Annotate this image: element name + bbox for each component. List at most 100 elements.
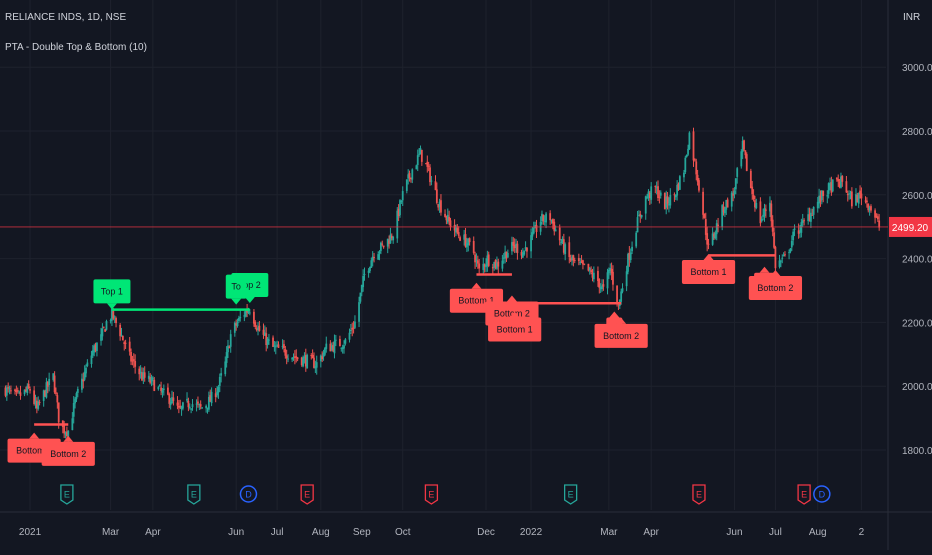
candle-body: [580, 261, 583, 263]
time-tick-label: Jul: [271, 527, 284, 538]
candle-body: [373, 256, 375, 258]
candle-body: [755, 202, 758, 208]
candle-body: [198, 403, 201, 405]
price-tick-label: 1800.00: [902, 446, 932, 457]
bottom-label: Bottom 2: [594, 317, 648, 348]
marker-shape: [60, 484, 74, 505]
candle-body: [138, 368, 141, 375]
candle-body: [609, 267, 612, 271]
candle-body: [612, 271, 614, 285]
candle-body: [325, 343, 328, 349]
candle-body: [550, 220, 553, 222]
label-text: Bottom 2: [50, 449, 86, 459]
candle-body: [243, 315, 246, 317]
candle-body: [673, 194, 676, 196]
candle-body: [35, 400, 38, 409]
candle-body: [382, 245, 385, 248]
earnings-marker-icon: E: [692, 484, 706, 505]
candle-body: [216, 391, 218, 396]
price-tick-label: 2000.00: [902, 382, 932, 393]
marker-letter: E: [801, 490, 807, 500]
candles-layer: [4, 127, 881, 445]
candle-body: [176, 402, 179, 406]
candle-body: [822, 190, 825, 197]
candle-body: [322, 352, 325, 357]
candle-body: [38, 401, 41, 403]
candle-body: [26, 385, 29, 393]
candle-body: [201, 407, 203, 409]
candle-body: [334, 339, 337, 341]
candle-body: [647, 191, 650, 199]
indicator-title[interactable]: PTA - Double Top & Bottom (10): [5, 42, 147, 53]
candle-body: [771, 219, 774, 232]
price-tick-label: 2800.00: [902, 127, 932, 138]
bottom-label: Bottom 1: [488, 311, 542, 342]
candle-body: [45, 382, 48, 398]
candle-body: [67, 430, 70, 439]
candle-body: [856, 194, 859, 203]
candle-body: [160, 387, 162, 391]
candle-body: [494, 259, 497, 268]
candle-body: [678, 176, 681, 190]
candle-body: [468, 238, 471, 243]
candle-body: [153, 379, 156, 391]
candle-body: [314, 366, 317, 369]
price-axis[interactable]: 3000.00 2800.00 2600.00 2400.00 2200.00 2000.…: [902, 63, 932, 457]
candle-body: [797, 230, 800, 234]
candle-body: [782, 255, 785, 257]
marker-shape: [239, 485, 258, 503]
candle-body: [474, 254, 476, 263]
candle-body: [857, 192, 860, 204]
candle-body: [501, 260, 504, 269]
candle-body: [71, 418, 74, 431]
candle-body: [456, 228, 459, 233]
time-tick-label: Jun: [228, 527, 244, 538]
time-tick-label: Oct: [395, 527, 411, 538]
candle-body: [266, 338, 269, 345]
candle-body: [227, 345, 229, 353]
candle-body: [75, 393, 78, 400]
candle-body: [520, 252, 523, 256]
candle-body: [523, 250, 526, 255]
earnings-marker-icon: E: [563, 484, 578, 505]
candle-body: [657, 186, 659, 199]
candle-body: [168, 394, 171, 404]
candle-body: [850, 191, 853, 207]
candle-body: [631, 246, 633, 252]
candle-body: [224, 361, 227, 375]
candle-body: [870, 206, 872, 211]
candle-body: [344, 339, 347, 344]
candle-body: [781, 257, 784, 259]
candle-body: [860, 193, 863, 199]
candle-body: [788, 252, 790, 254]
candle-body: [610, 268, 613, 274]
candle-body: [601, 285, 603, 289]
label-text: Top 2: [239, 280, 261, 290]
time-axis[interactable]: 2021 Mar Apr Jun Jul Aug Sep Oct Dec 2022 Mar Apr Ju…: [19, 527, 865, 538]
candle-body: [762, 214, 765, 217]
candle-body: [792, 231, 795, 241]
last-price-text: 2499.20: [892, 223, 929, 234]
candle-body: [10, 390, 12, 392]
candle-body: [25, 389, 27, 392]
label-box: [594, 323, 648, 348]
candle-body: [487, 254, 490, 266]
candle-body: [407, 174, 410, 179]
candle-body: [214, 393, 217, 397]
label-arrow: [616, 317, 627, 324]
candle-body: [440, 200, 442, 213]
candle-body: [429, 167, 431, 183]
candle-body: [760, 218, 763, 222]
candle-body: [209, 395, 212, 402]
candle-body: [437, 204, 440, 208]
candle-body: [351, 327, 354, 330]
candle-body: [425, 163, 427, 165]
marker-letter: D: [245, 490, 252, 500]
candle-body: [464, 234, 467, 247]
symbol-title[interactable]: RELIANCE INDS, 1D, NSE: [5, 12, 127, 23]
candle-body: [455, 226, 457, 233]
candle-body: [7, 387, 10, 389]
candle-body: [285, 355, 288, 359]
candle-body: [553, 221, 556, 232]
